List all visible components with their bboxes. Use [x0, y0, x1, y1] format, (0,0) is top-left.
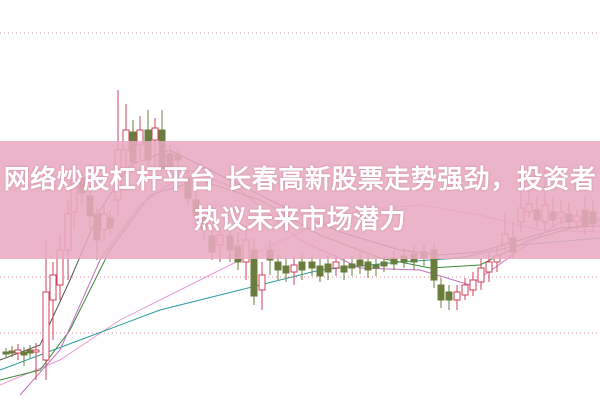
candle-body: [316, 265, 324, 277]
candle-body: [380, 261, 388, 267]
candle: [258, 262, 266, 310]
candle: [42, 240, 50, 380]
candle-body: [332, 261, 340, 269]
candle-body: [26, 349, 34, 354]
candle-body: [290, 264, 298, 273]
candle: [14, 344, 22, 360]
candle-body: [477, 267, 485, 283]
candle-body: [274, 261, 282, 271]
candle: [477, 258, 485, 290]
candle: [453, 285, 461, 310]
candle-body: [8, 350, 16, 354]
candle-body: [356, 259, 364, 267]
headline-title: 网络炒股杠杆平台 长春高新股票走势强劲，投资者热议未来市场潜力: [3, 165, 597, 235]
candle: [8, 346, 16, 357]
candle-body: [2, 351, 10, 355]
candle-body: [14, 349, 22, 354]
candle: [437, 278, 445, 308]
candle: [316, 258, 324, 282]
candle-body: [20, 351, 28, 356]
candle-body: [151, 127, 159, 141]
candle: [290, 256, 298, 285]
candle-body: [485, 261, 493, 273]
candle-body: [42, 291, 50, 361]
candle: [274, 255, 282, 280]
candle-body: [298, 261, 306, 271]
candle-body: [49, 274, 57, 301]
candle: [461, 278, 469, 300]
candle-body: [32, 349, 40, 353]
candle-body: [453, 291, 461, 301]
candle: [324, 256, 332, 280]
candle-body: [348, 263, 356, 269]
candle-body: [364, 261, 372, 271]
candle-body: [282, 265, 290, 274]
candle: [32, 343, 40, 380]
candle: [372, 258, 380, 276]
candle-body: [372, 264, 380, 269]
candle: [26, 345, 34, 358]
candle: [282, 258, 290, 282]
title-banner: [0, 141, 600, 259]
candle: [469, 272, 477, 296]
candle: [49, 262, 57, 340]
candle-body: [437, 284, 445, 301]
candle-body: [469, 279, 477, 291]
candle-body: [445, 291, 453, 301]
candle-body: [258, 274, 266, 291]
candle-body: [461, 284, 469, 296]
candle: [445, 285, 453, 310]
candle: [340, 258, 348, 280]
candle-body: [340, 265, 348, 273]
candle: [348, 256, 356, 276]
candle-body: [308, 261, 316, 269]
candle-body: [324, 263, 332, 273]
